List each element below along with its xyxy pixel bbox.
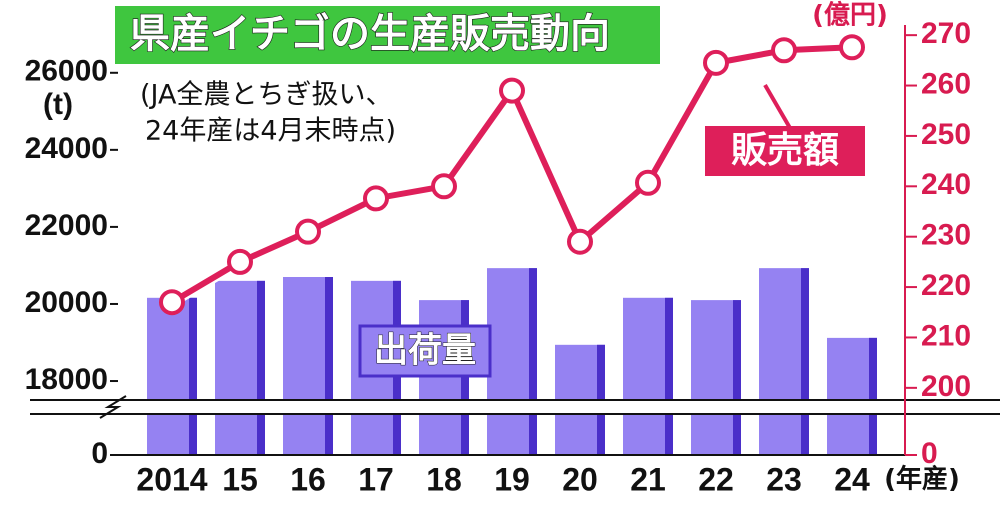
y2-unit: (億円) <box>812 1 888 31</box>
bar-shade <box>665 297 673 455</box>
legend-label: 販売額 <box>731 130 839 171</box>
x-tick-label: 19 <box>494 461 530 497</box>
line-point <box>363 185 389 212</box>
y2-tick-label: 240 <box>921 168 971 201</box>
x-tick-label: 16 <box>290 461 326 497</box>
title-box <box>115 6 660 64</box>
line-point <box>635 169 661 196</box>
x-tick-label: 21 <box>630 461 666 497</box>
annotation: 24年産は4月末時点) <box>145 116 396 147</box>
bar-shade <box>733 300 741 455</box>
chart-title: 県産イチゴの生産販売動向 <box>130 11 610 57</box>
line-point <box>703 49 729 76</box>
bar <box>759 268 809 455</box>
legend-box <box>705 126 865 176</box>
bar-shade <box>869 337 877 455</box>
line-point <box>295 218 321 245</box>
y-tick-label: 26000 <box>25 55 108 88</box>
y2-tick-label: 210 <box>921 319 971 352</box>
bar-shade <box>529 268 537 455</box>
line-point <box>771 37 797 64</box>
x-tick-label: 2014 <box>136 461 207 497</box>
line-point <box>499 77 525 104</box>
bar <box>827 337 877 455</box>
y2-tick-label: 230 <box>921 219 971 252</box>
line-point <box>431 173 457 200</box>
bar-shade <box>189 297 197 455</box>
x-unit: (年産) <box>884 464 960 495</box>
y2-tick-label: 260 <box>921 67 971 100</box>
x-tick-label: 15 <box>222 461 258 497</box>
bar-shade <box>257 280 265 455</box>
x-tick-label: 22 <box>698 461 734 497</box>
x-tick-label: 18 <box>426 461 462 497</box>
bar <box>623 297 673 455</box>
y-tick-label: 22000 <box>25 209 108 242</box>
y-unit: (t) <box>43 88 73 121</box>
bar-shade <box>325 277 333 455</box>
line-point <box>227 248 253 275</box>
y2-tick-label: 270 <box>921 17 971 50</box>
axis-break-mark <box>99 395 127 419</box>
bar <box>147 297 197 455</box>
x-tick-label: 20 <box>562 461 598 497</box>
bar <box>487 268 537 455</box>
x-tick-label: 17 <box>358 461 394 497</box>
y-tick-label: 18000 <box>25 363 108 396</box>
bar-shade <box>801 268 809 455</box>
y2-tick-label: 200 <box>921 370 971 403</box>
y-tick-label: 20000 <box>25 286 108 319</box>
axis-break <box>100 400 1000 414</box>
annotation: (JA全農とちぎ扱い、 <box>140 80 393 111</box>
y2-tick-label: 0 <box>921 437 938 470</box>
callout <box>763 83 792 130</box>
line-point <box>159 289 185 316</box>
line-point <box>839 34 865 61</box>
legend-label: 出荷量 <box>374 331 476 371</box>
y-tick-label: 24000 <box>25 132 108 165</box>
y-tick-label: 0 <box>91 437 108 470</box>
x-tick-label: 23 <box>766 461 802 497</box>
x-tick-label: 24 <box>834 461 870 497</box>
y2-tick-label: 220 <box>921 269 971 302</box>
y2-tick-label: 250 <box>921 118 971 151</box>
bar-shade <box>461 300 469 455</box>
legend-box <box>358 324 492 378</box>
line-point <box>567 228 593 255</box>
bar <box>283 277 333 455</box>
bar <box>691 300 741 455</box>
bar <box>215 280 265 455</box>
